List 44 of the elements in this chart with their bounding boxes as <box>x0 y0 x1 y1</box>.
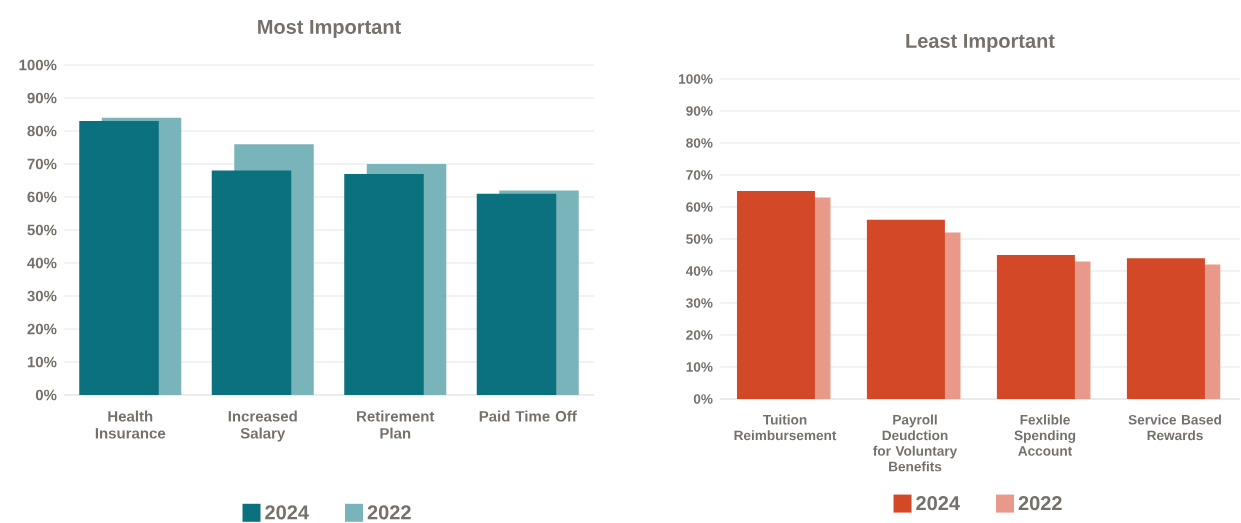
y-tick-label: 40% <box>27 257 57 269</box>
bar <box>1126 258 1205 399</box>
bar <box>211 170 292 395</box>
legend-label: 2024 <box>265 505 309 520</box>
bar <box>79 121 159 395</box>
bar <box>996 254 1075 399</box>
y-tick-label: 0% <box>693 394 713 404</box>
y-tick-label: 60% <box>686 202 713 212</box>
y-tick-label: 50% <box>686 234 713 244</box>
chart-title: Most Important <box>258 20 401 38</box>
chart-title: Least Important <box>906 34 1055 52</box>
legend-label: 2022 <box>367 505 411 520</box>
legend-label: 2022 <box>1018 496 1062 511</box>
y-tick-label: 30% <box>27 290 57 302</box>
y-tick-label: 90% <box>27 92 57 104</box>
x-tick-label: Paid Time Off <box>479 410 577 422</box>
y-tick-label: 80% <box>27 125 57 137</box>
y-tick-label: 70% <box>27 158 57 170</box>
y-tick-label: 50% <box>27 224 57 236</box>
y-tick-label: 100% <box>679 74 713 84</box>
y-tick-label: 10% <box>27 356 57 368</box>
y-tick-label: 80% <box>686 138 713 148</box>
y-tick-label: 100% <box>19 59 57 71</box>
bar <box>476 193 557 395</box>
bar <box>736 190 815 399</box>
legend-label: 2024 <box>916 496 960 511</box>
y-tick-label: 20% <box>686 330 713 340</box>
y-tick-label: 60% <box>27 191 57 203</box>
y-tick-label: 90% <box>686 106 713 116</box>
x-tick-label: Health Insurance <box>95 410 166 439</box>
y-tick-label: 70% <box>686 170 713 180</box>
y-tick-label: 20% <box>27 323 57 335</box>
y-tick-label: 30% <box>686 298 713 308</box>
y-tick-label: 0% <box>35 389 57 401</box>
bar <box>344 173 424 395</box>
x-tick-label: Fexlible Spending Account <box>1014 414 1076 456</box>
x-tick-label: Service Based Rewards <box>1128 414 1221 441</box>
x-tick-label: Payroll Deudction for Voluntary Benefits <box>873 414 958 472</box>
x-tick-label: Tuition Reimbursement <box>734 414 837 441</box>
bar <box>866 219 945 399</box>
y-tick-label: 10% <box>686 362 713 372</box>
x-tick-label: Retirement Plan <box>357 410 435 439</box>
x-tick-label: Increased Salary <box>228 410 297 442</box>
y-tick-label: 40% <box>685 266 713 276</box>
